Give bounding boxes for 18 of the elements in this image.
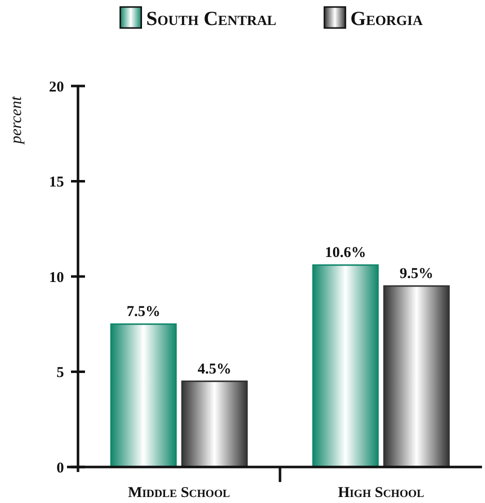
y-tick-label: 20 — [49, 79, 64, 96]
bar — [312, 264, 379, 468]
y-tick-label: 0 — [56, 460, 64, 476]
bar — [181, 380, 248, 468]
x-tick-label: High School — [338, 485, 424, 501]
data-label: 10.6% — [324, 245, 366, 262]
y-tick-label: 15 — [49, 174, 64, 190]
y-tick-label: 5 — [56, 365, 64, 381]
bar — [110, 323, 177, 468]
legend-label: South Central — [146, 8, 276, 30]
y-axis-title: percent — [8, 96, 25, 145]
bar — [383, 285, 450, 468]
data-label: 9.5% — [400, 266, 434, 282]
legend-label: Georgia — [350, 8, 424, 30]
x-tick-label: Middle School — [128, 485, 230, 501]
data-label: 7.5% — [126, 304, 160, 320]
data-label: 4.5% — [198, 361, 232, 378]
y-tick-label: 10 — [49, 270, 64, 286]
